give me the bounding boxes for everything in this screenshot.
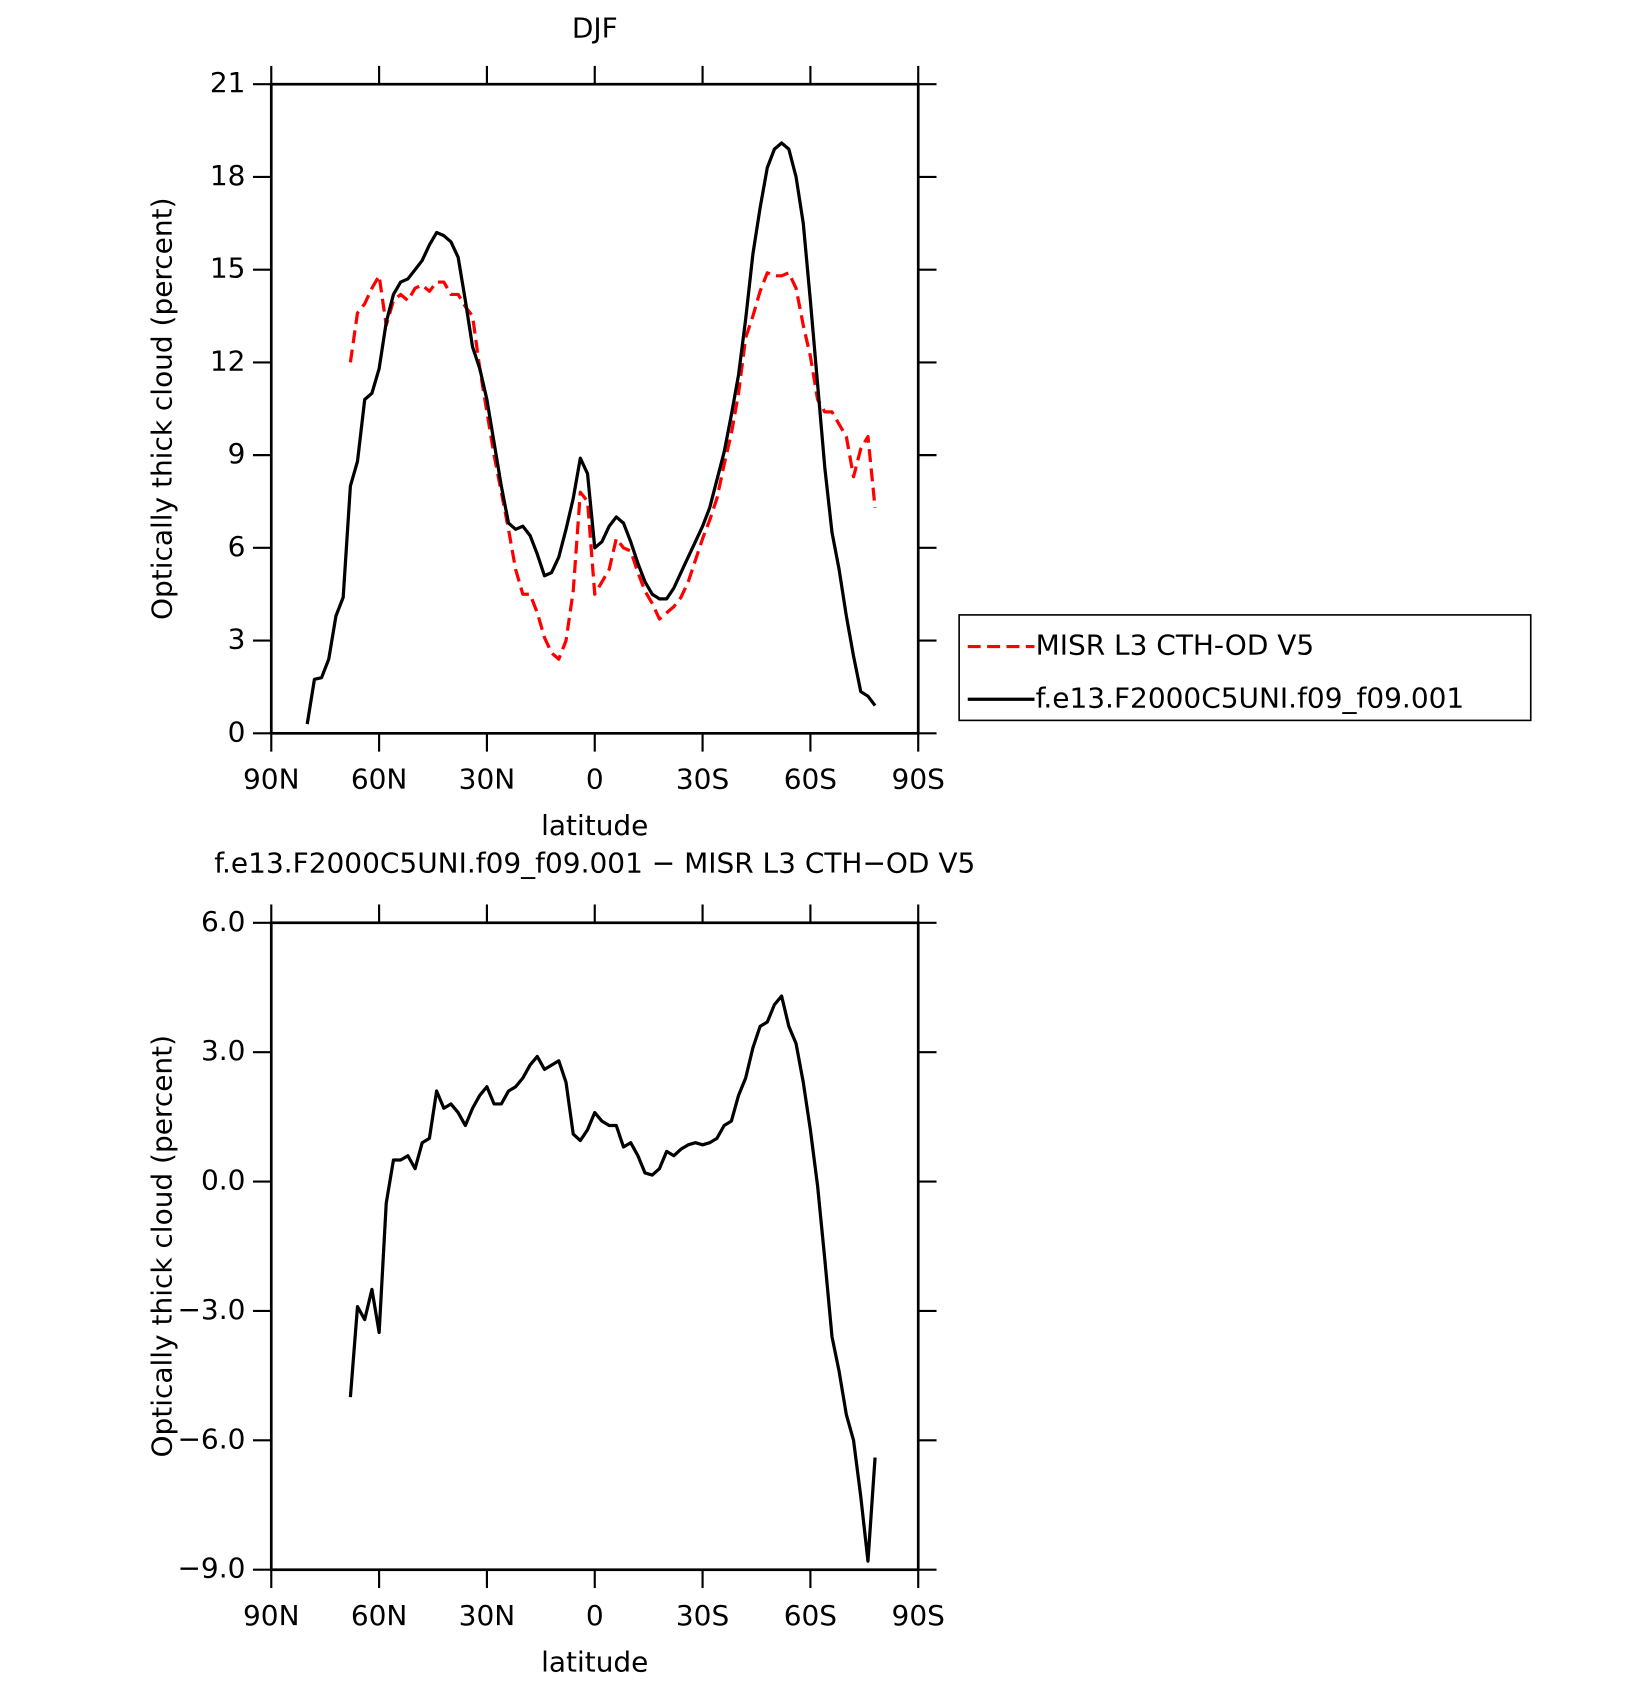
x-tick-label: 90N [243, 1599, 300, 1632]
x-tick-label: 60N [351, 763, 408, 796]
x-tick-label: 90N [243, 763, 300, 796]
y-tick-label: 0.0 [201, 1164, 245, 1197]
series-line [348, 271, 877, 661]
x-axis-label: latitude [541, 809, 648, 842]
x-axis-label: latitude [541, 1645, 648, 1678]
x-tick-label: 30S [676, 1599, 729, 1632]
y-tick-label: 3.0 [201, 1034, 245, 1067]
x-tick-label: 60S [784, 763, 837, 796]
y-tick-label: 6.0 [201, 905, 245, 938]
x-tick-label: 90S [892, 1599, 945, 1632]
y-axis-label: Optically thick cloud (percent) [146, 198, 179, 621]
x-tick-label: 90S [892, 763, 945, 796]
plot-frame [269, 921, 920, 1572]
y-tick-label: 12 [210, 344, 246, 377]
y-axis-label: Optically thick cloud (percent) [146, 1035, 179, 1458]
x-tick-label: 0 [586, 1599, 604, 1632]
series-line [348, 994, 877, 1563]
y-tick-label: 9 [228, 437, 246, 470]
chart-title: f.e13.F2000C5UNI.f09_f09.001 − MISR L3 C… [214, 847, 975, 880]
x-tick-label: 60N [351, 1599, 408, 1632]
legend-box [958, 614, 1532, 722]
y-tick-label: 3 [228, 623, 246, 656]
series-line [305, 141, 877, 725]
x-tick-label: 30N [459, 763, 516, 796]
legend-label: f.e13.F2000C5UNI.f09_f09.001 [1036, 681, 1465, 714]
chart-title: DJF [572, 11, 618, 44]
y-tick-label: 21 [210, 66, 246, 99]
y-tick-label: −6.0 [178, 1422, 246, 1455]
y-tick-label: −9.0 [178, 1552, 246, 1585]
legend-label: MISR L3 CTH-OD V5 [1036, 629, 1315, 662]
y-tick-label: 18 [210, 159, 246, 192]
y-tick-label: 15 [210, 252, 246, 285]
x-tick-label: 0 [586, 763, 604, 796]
y-tick-label: 6 [228, 530, 246, 563]
y-tick-label: 0 [228, 715, 246, 748]
y-tick-label: −3.0 [178, 1293, 246, 1326]
x-tick-label: 60S [784, 1599, 837, 1632]
x-tick-label: 30N [459, 1599, 516, 1632]
x-tick-label: 30S [676, 763, 729, 796]
